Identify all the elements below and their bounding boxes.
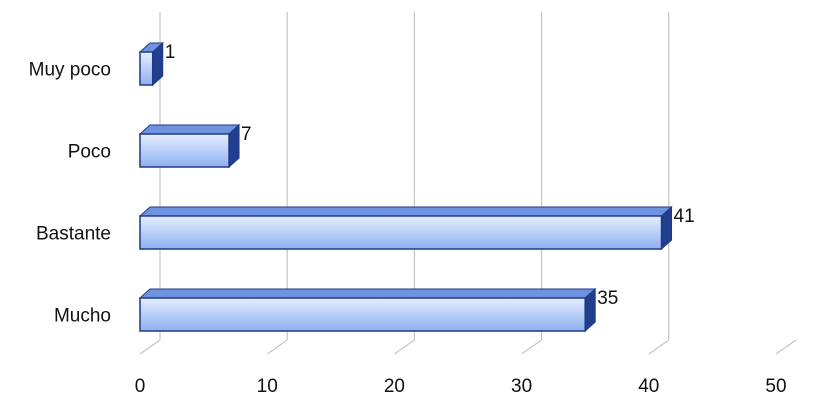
floor-gridline xyxy=(648,339,670,355)
bar xyxy=(138,41,165,87)
data-label: 41 xyxy=(674,206,695,227)
x-tick-label: 0 xyxy=(135,376,146,394)
bar-front-face xyxy=(139,51,154,86)
bar xyxy=(138,205,673,251)
x-tick-label: 30 xyxy=(511,376,532,394)
x-tick-label: 20 xyxy=(384,376,405,394)
grid-lines xyxy=(139,12,797,355)
category-label: Bastante xyxy=(36,224,111,245)
bar-top-face xyxy=(138,124,241,135)
data-label: 7 xyxy=(241,124,252,145)
x-tick-label: 50 xyxy=(765,376,786,394)
bar-front-face xyxy=(139,133,230,168)
bar xyxy=(138,287,597,333)
category-label: Mucho xyxy=(54,306,111,327)
bar xyxy=(138,123,241,169)
x-tick-label: 10 xyxy=(257,376,278,394)
data-label: 1 xyxy=(165,42,176,63)
bar-front-face xyxy=(139,297,586,332)
labels: 0 10 20 30 40 50 Muy poco 1 Poco 7 Bastante 41 Mucho… xyxy=(29,42,787,394)
floor-gridline xyxy=(139,339,161,355)
category-label: Poco xyxy=(68,142,111,163)
bar-front-face xyxy=(139,215,663,250)
floor-gridline xyxy=(521,339,542,355)
bar-top-face xyxy=(138,206,673,217)
floor-gridline xyxy=(775,339,797,355)
bars xyxy=(138,41,673,333)
bar-top-face xyxy=(138,288,597,299)
category-label: Muy poco xyxy=(29,60,111,81)
floor-gridline xyxy=(394,339,415,355)
data-label: 35 xyxy=(597,288,618,309)
floor-gridline xyxy=(266,339,288,355)
x-tick-label: 40 xyxy=(638,376,659,394)
